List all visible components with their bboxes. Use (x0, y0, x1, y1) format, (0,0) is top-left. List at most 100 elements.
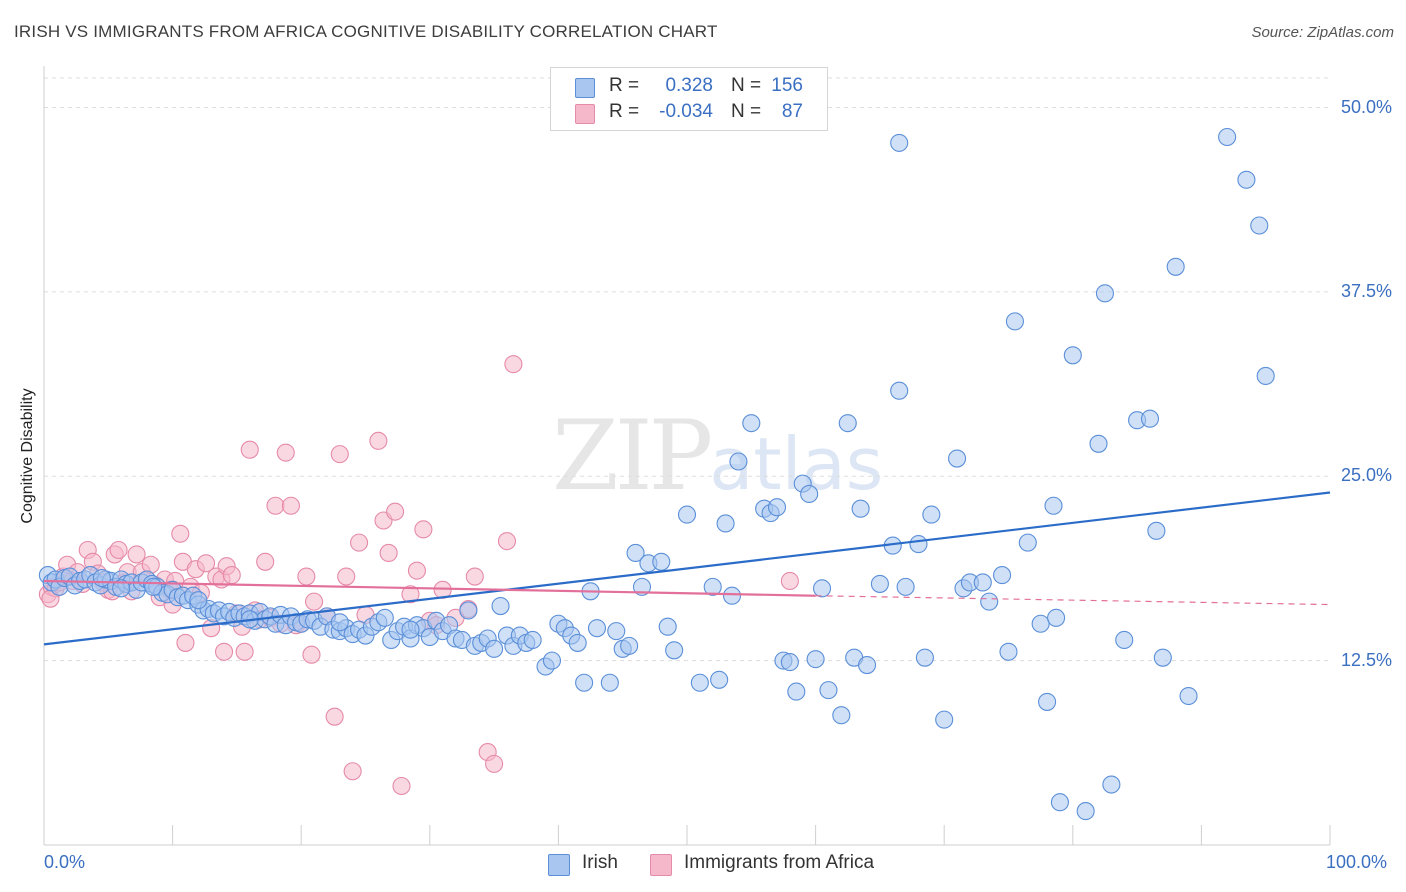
africa-trend-line (43, 579, 816, 597)
x-tick-label-max: 100.0% (1326, 852, 1388, 872)
irish-point (909, 535, 928, 554)
africa-point (266, 496, 285, 515)
africa-point (305, 592, 324, 611)
africa-point (780, 571, 799, 591)
africa-point (350, 533, 369, 552)
africa-point (392, 776, 411, 796)
irish-point (587, 619, 607, 638)
irish-point (1140, 409, 1160, 428)
irish-point (890, 133, 909, 152)
irish-point (1047, 608, 1066, 627)
africa-point (325, 707, 344, 726)
irish-point (542, 651, 562, 670)
legend-swatch-irish (575, 78, 595, 98)
africa-point (386, 502, 405, 521)
africa-point (369, 431, 388, 450)
africa-point (127, 545, 146, 564)
legend-label-irish: Irish (582, 852, 618, 873)
y-tick-label: 50.0% (1340, 96, 1392, 117)
irish-point (980, 592, 999, 611)
africa-point (235, 642, 254, 661)
irish-point (1038, 692, 1057, 711)
irish-point (491, 596, 510, 616)
africa-point (504, 355, 523, 374)
africa-point (176, 633, 195, 652)
y-tick-label: 25.0% (1340, 465, 1392, 486)
africa-point (222, 566, 241, 585)
africa-point (407, 561, 426, 580)
irish-point (703, 577, 722, 596)
irish-point (330, 613, 349, 632)
irish-point (710, 670, 729, 689)
africa-point (202, 619, 221, 638)
irish-point (1250, 216, 1269, 235)
legend-r-label: R = (609, 101, 640, 122)
irish-point (1179, 686, 1198, 706)
irish-point (459, 601, 478, 620)
irish-point (870, 574, 889, 593)
irish-point (838, 414, 857, 433)
irish-point (401, 620, 420, 639)
irish-point (780, 653, 799, 672)
legend-swatch-africa (650, 854, 672, 876)
irish-point (800, 484, 819, 504)
africa-point (281, 496, 300, 515)
x-tick-label-min: 0.0% (44, 852, 86, 872)
irish-point (1076, 802, 1095, 821)
irish-point (1089, 434, 1108, 453)
irish-point (993, 566, 1012, 585)
irish-point (1063, 346, 1082, 365)
irish-point (1031, 614, 1050, 633)
irish-point (1237, 170, 1256, 189)
y-tick-label: 37.5% (1340, 280, 1392, 301)
legend-n-value: 156 (771, 75, 803, 96)
irish-point (677, 505, 697, 524)
irish-point (144, 577, 163, 596)
africa-point (465, 567, 484, 586)
africa-point (276, 443, 295, 462)
legend-row-irish: R = 0.328 N = 156 (551, 75, 827, 101)
irish-point (1018, 533, 1037, 552)
y-tick-label: 12.5% (1340, 649, 1392, 670)
irish-point (690, 673, 709, 692)
irish-point (658, 617, 677, 636)
irish-point (915, 648, 934, 667)
irish-point (1256, 366, 1275, 386)
irish-point (1044, 496, 1063, 515)
irish-point (935, 710, 954, 729)
irish-point (1050, 793, 1069, 812)
irish-point (600, 673, 619, 692)
correlation-legend: R = 0.328 N = 156 R = -0.034 N = 87 (550, 67, 828, 131)
irish-point (896, 577, 915, 596)
irish-point (722, 586, 742, 605)
irish-point (485, 639, 504, 658)
legend-r-value: -0.034 (659, 101, 713, 122)
irish-point (1102, 775, 1121, 794)
irish-point (1095, 284, 1114, 303)
irish-point (742, 414, 761, 433)
watermark-zip: ZIP (552, 400, 713, 512)
irish-point (806, 650, 825, 669)
irish-point (812, 579, 832, 598)
irish-point (189, 591, 208, 610)
legend-n-value: 87 (781, 101, 803, 122)
axes (43, 66, 1331, 846)
africa-point (196, 554, 216, 573)
irish-point (787, 682, 806, 701)
chart-title: IRISH VS IMMIGRANTS FROM AFRICA COGNITIV… (14, 22, 718, 41)
watermark: ZIPatlas (552, 400, 883, 512)
africa-point (214, 642, 234, 661)
africa-point (337, 567, 356, 586)
irish-point (922, 505, 941, 524)
africa-point (485, 754, 504, 773)
africa-point (171, 524, 190, 543)
irish-point (857, 655, 877, 675)
irish-point (819, 681, 838, 700)
irish-point (1115, 630, 1134, 650)
africa-trend-extension (815, 595, 1331, 606)
irish-point (375, 608, 394, 627)
legend-swatch-irish (548, 854, 570, 876)
legend-swatch-africa (575, 104, 595, 124)
irish-point (1005, 312, 1024, 331)
